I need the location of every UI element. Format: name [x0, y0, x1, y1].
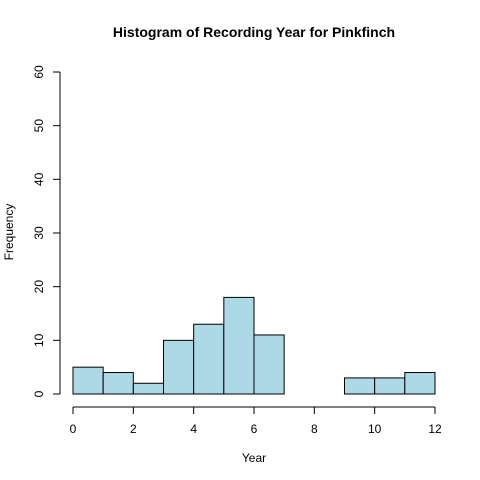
histogram-bar: [345, 378, 375, 394]
y-tick-label: 30: [32, 226, 46, 240]
y-tick-label: 0: [32, 390, 46, 397]
y-axis: 0 10 20 30 40 50 60: [32, 65, 60, 397]
histogram-bar: [224, 297, 254, 394]
x-tick-label: 4: [190, 422, 197, 436]
x-tick-label: 0: [70, 422, 77, 436]
y-tick-label: 60: [32, 65, 46, 79]
y-axis-title: Frequency: [2, 204, 16, 261]
histogram-bar: [405, 373, 435, 394]
x-axis-title: Year: [242, 451, 266, 465]
histogram-bar: [73, 367, 103, 394]
histogram-bar: [133, 383, 163, 394]
x-tick-label: 12: [428, 422, 442, 436]
histogram-bar: [164, 340, 194, 394]
x-axis: 0 2 4 6 8 10 12: [70, 407, 442, 436]
x-tick-label: 6: [251, 422, 258, 436]
y-tick-label: 50: [32, 119, 46, 133]
y-tick-label: 40: [32, 172, 46, 186]
bars-group: [73, 297, 435, 394]
y-tick-label: 10: [32, 333, 46, 347]
histogram-bar: [254, 335, 284, 394]
chart-title: Histogram of Recording Year for Pinkfinc…: [113, 24, 395, 40]
y-tick-label: 20: [32, 280, 46, 294]
x-tick-label: 10: [368, 422, 382, 436]
histogram-bar: [375, 378, 405, 394]
x-tick-label: 2: [130, 422, 137, 436]
histogram-bar: [103, 373, 133, 394]
histogram-bar: [194, 324, 224, 394]
x-tick-label: 8: [311, 422, 318, 436]
